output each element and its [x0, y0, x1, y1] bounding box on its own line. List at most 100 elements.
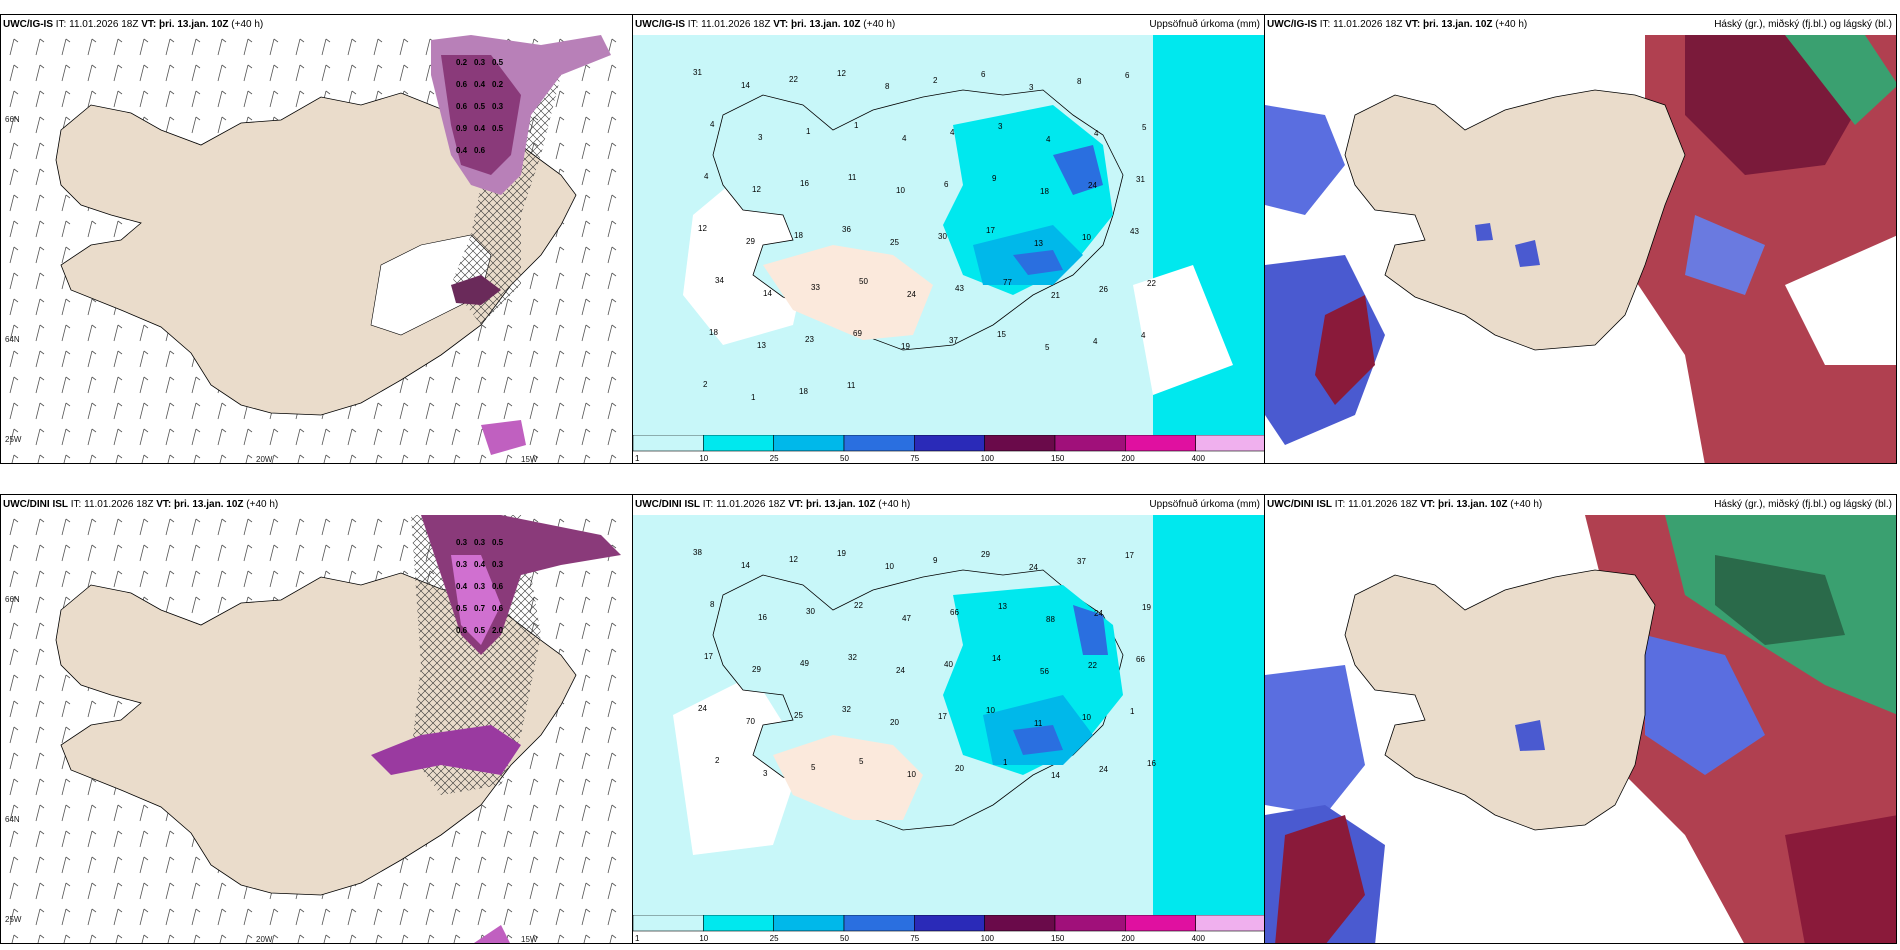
value-label: 24: [698, 704, 707, 713]
value-label: 15: [997, 330, 1006, 339]
rain-value: 0.6: [456, 102, 468, 111]
rain-value: 0.5: [492, 124, 504, 133]
value-label: 14: [1051, 771, 1060, 780]
colorbar-swatch: [773, 914, 845, 932]
panel-precip-bottom: UWC/DINI ISL IT: 11.01.2026 18Z VT: þri.…: [632, 494, 1265, 944]
lead-time: (+40 h): [878, 499, 911, 510]
valid-time: þri. 13.jan. 10Z: [806, 499, 876, 510]
value-label: 22: [1088, 661, 1097, 670]
value-label: 14: [763, 289, 772, 298]
iceland-land: [1344, 89, 1686, 351]
value-label: 4: [950, 128, 955, 137]
model-name: UWC/IG-IS: [635, 19, 685, 30]
value-label: 19: [837, 549, 846, 558]
model-name: UWC/IG-IS: [3, 19, 53, 30]
rain-value: 0.4: [474, 560, 486, 569]
value-label: 2: [703, 380, 708, 389]
lead-time: (+40 h): [1510, 499, 1543, 510]
value-label: 16: [800, 179, 809, 188]
valid-time: þri. 13.jan. 10Z: [174, 499, 244, 510]
value-label: 66: [1136, 655, 1145, 664]
it-label: IT:: [1319, 19, 1331, 30]
init-time: 11.01.2026 18Z: [701, 19, 771, 30]
value-label: 10: [1082, 713, 1091, 722]
rain-value: 0.9: [456, 124, 468, 133]
vt-label: VT:: [1405, 19, 1421, 30]
value-label: 1: [1130, 707, 1135, 716]
value-label: 24: [896, 666, 905, 675]
model-name: UWC/IG-IS: [1267, 19, 1317, 30]
value-label: 1: [1003, 758, 1008, 767]
vt-label: VT:: [788, 499, 804, 510]
it-label: IT:: [1334, 499, 1346, 510]
value-label: 2: [715, 756, 720, 765]
colorbar-tick: 75: [910, 454, 919, 463]
rain-labels: 0.2 0.3 0.5 0.6 0.4 0.2 0.6 0.5 0.3 0.9 0.4 0.5 0.4 0…: [456, 58, 504, 155]
value-label: 37: [1077, 557, 1086, 566]
value-label: 13: [1034, 239, 1043, 248]
rain-value: 0.3: [474, 538, 486, 547]
value-label: 24: [1029, 563, 1038, 572]
value-label: 50: [859, 277, 868, 286]
rain-value: 0.5: [474, 626, 486, 635]
colorbar-tick: 25: [770, 454, 779, 463]
rain-value: 0.4: [456, 146, 468, 155]
colorbar-swatch: [914, 914, 985, 932]
value-label: 6: [1125, 71, 1130, 80]
value-label: 17: [938, 712, 947, 721]
value-label: 8: [1077, 77, 1082, 86]
iceland-land: [1344, 569, 1656, 831]
lon-label: 20W: [256, 935, 273, 944]
precip-map: 31 14 22 12 8 2 6 3 8 6 4 3 1 1 4 4 3 4 4 5 4 12 16 11 10 6 9 18 24 3…: [633, 35, 1264, 463]
value-label: 3: [758, 133, 763, 142]
lon-label: 15W: [521, 455, 538, 464]
value-label: 4: [710, 120, 715, 129]
model-name: UWC/DINI ISL: [1267, 499, 1332, 510]
value-label: 4: [1094, 129, 1099, 138]
value-label: 43: [955, 284, 964, 293]
colorbar: 1 10 25 50 75 100 150 200 400: [633, 914, 1264, 943]
field-title: Háský (gr.), miðský (fj.bl.) og lágský (…: [1714, 19, 1892, 30]
value-label: 24: [907, 290, 916, 299]
colorbar-swatch: [1195, 434, 1264, 452]
panel-precip-top: UWC/IG-IS IT: 11.01.2026 18Z VT: þri. 13…: [632, 14, 1265, 464]
value-label: 10: [986, 706, 995, 715]
value-label: 38: [693, 548, 702, 557]
value-label: 4: [902, 134, 907, 143]
vt-label: VT:: [156, 499, 172, 510]
colorbar-tick: 100: [981, 934, 995, 943]
value-label: 3: [763, 769, 768, 778]
lat-label: 64N: [5, 335, 20, 344]
it-label: IT:: [702, 499, 714, 510]
colorbar-tick: 400: [1192, 454, 1206, 463]
colorbar-swatch: [984, 434, 1056, 452]
value-label: 12: [698, 224, 707, 233]
value-label: 31: [693, 68, 702, 77]
rain-value: 0.3: [492, 560, 504, 569]
lat-label: 64N: [5, 815, 20, 824]
wind-map: 0.3 0.3 0.5 0.3 0.4 0.3 0.4 0.3 0.6 0.5 0.7 0.6 0.6 0…: [1, 515, 632, 943]
colorbar-tick: 400: [1192, 934, 1206, 943]
value-label: 17: [704, 652, 713, 661]
rain-value: 0.4: [474, 80, 486, 89]
value-label: 26: [1099, 285, 1108, 294]
rain-labels: 0.3 0.3 0.5 0.3 0.4 0.3 0.4 0.3 0.6 0.5 0.7 0.6 0.6 0…: [456, 538, 504, 635]
value-label: 32: [842, 705, 851, 714]
lead-time: (+40 h): [246, 499, 279, 510]
colorbar-tick: 150: [1051, 934, 1065, 943]
value-label: 34: [715, 276, 724, 285]
colorbar-swatch: [1195, 914, 1264, 932]
value-label: 47: [902, 614, 911, 623]
rain-value: 2.0: [492, 626, 504, 635]
colorbar-tick: 200: [1121, 934, 1135, 943]
value-label: 69: [853, 329, 862, 338]
value-label: 21: [1051, 291, 1060, 300]
rain-value: 0.3: [456, 538, 468, 547]
rain-value: 0.5: [492, 58, 504, 67]
value-label: 4: [1141, 331, 1146, 340]
panel-wind-top: UWC/IG-IS IT: 11.01.2026 18Z VT: þri. 13…: [0, 14, 633, 464]
vt-label: VT:: [1420, 499, 1436, 510]
value-label: 23: [805, 335, 814, 344]
precip-labels: 3814121910929243717816302247661388241917…: [693, 548, 1156, 780]
value-label: 70: [746, 717, 755, 726]
